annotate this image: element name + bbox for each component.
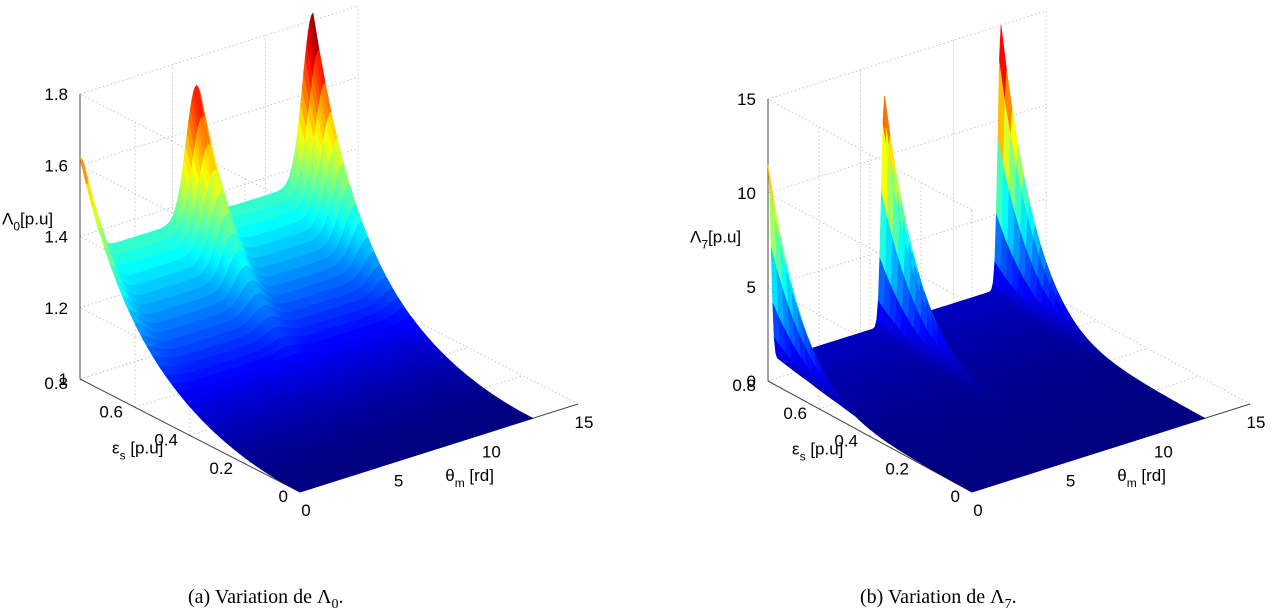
grid-line: [79, 76, 359, 166]
grid-line: [357, 290, 579, 405]
grid-line: [79, 5, 359, 95]
surface-mesh: [79, 12, 534, 493]
y-axis-line: [79, 378, 301, 493]
grid-line: [79, 93, 301, 208]
grid-line: [79, 290, 359, 380]
surface-plot-lambda0: 11.21.41.61.800.20.40.60.8051015Λ0[p.u]ε…: [2, 5, 593, 520]
grid-line: [79, 148, 359, 237]
